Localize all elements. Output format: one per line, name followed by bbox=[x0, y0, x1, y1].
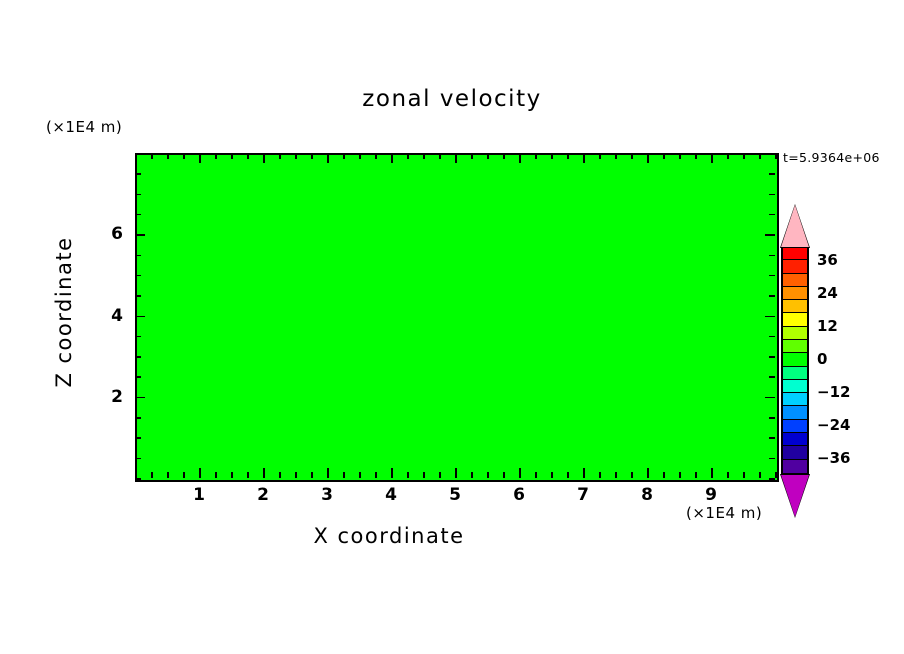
time-annotation: t=5.9364e+06 bbox=[783, 150, 880, 165]
colorbar-band bbox=[783, 459, 807, 473]
x-axis-tick-label: 2 bbox=[257, 485, 269, 505]
colorbar: 36 24 12 0 −12 −24 −36 bbox=[780, 204, 850, 518]
y-axis-tick-label: 6 bbox=[111, 224, 123, 245]
colorbar-tick-label: 24 bbox=[817, 284, 838, 303]
colorbar-tick-label: −12 bbox=[817, 382, 851, 401]
x-axis-tick-label: 1 bbox=[193, 485, 205, 505]
colorbar-band bbox=[783, 260, 807, 274]
colorbar-tick-label: 0 bbox=[817, 350, 828, 368]
x-axis-unit-label: (×1E4 m) bbox=[686, 504, 763, 522]
colorbar-under-arrow bbox=[781, 475, 809, 517]
y-axis-unit-label: (×1E4 m) bbox=[46, 118, 123, 136]
colorbar-over-arrow bbox=[781, 205, 809, 247]
page-title: zonal velocity bbox=[362, 86, 542, 112]
x-axis-tick-label: 5 bbox=[449, 485, 461, 505]
contour-field bbox=[137, 155, 777, 480]
colorbar-band bbox=[783, 446, 807, 460]
x-axis-tick-label: 7 bbox=[577, 485, 589, 505]
colorbar-band bbox=[783, 432, 807, 447]
colorbar-band bbox=[783, 326, 807, 340]
x-axis-tick-label: 8 bbox=[641, 485, 653, 505]
x-axis-tick-label: 4 bbox=[385, 485, 397, 505]
colorbar-band bbox=[783, 393, 807, 407]
y-axis-title: Z coordinate bbox=[52, 236, 76, 388]
x-axis-tick-label: 3 bbox=[321, 485, 333, 505]
x-axis-title: X coordinate bbox=[313, 524, 465, 548]
colorbar-band bbox=[783, 419, 807, 433]
y-axis-tick-label: 2 bbox=[111, 386, 123, 407]
colorbar-bands bbox=[781, 245, 809, 475]
colorbar-band bbox=[783, 406, 807, 420]
contour-plot-area bbox=[135, 153, 779, 482]
colorbar-band bbox=[783, 366, 807, 380]
x-axis-tick-label: 6 bbox=[513, 485, 525, 505]
colorbar-tick-label: −24 bbox=[817, 415, 851, 434]
colorbar-band bbox=[783, 353, 807, 367]
colorbar-band bbox=[783, 339, 807, 354]
colorbar-band bbox=[783, 273, 807, 287]
colorbar-band bbox=[783, 379, 807, 394]
colorbar-band bbox=[783, 300, 807, 314]
colorbar-band bbox=[783, 247, 807, 261]
colorbar-tick-label: 36 bbox=[817, 251, 838, 270]
x-axis-tick-label: 9 bbox=[705, 485, 717, 505]
colorbar-tick-label: −36 bbox=[817, 448, 851, 467]
colorbar-tick-label: 12 bbox=[817, 317, 838, 336]
colorbar-band bbox=[783, 286, 807, 301]
colorbar-band bbox=[783, 313, 807, 327]
y-axis-tick-label: 4 bbox=[111, 305, 123, 326]
